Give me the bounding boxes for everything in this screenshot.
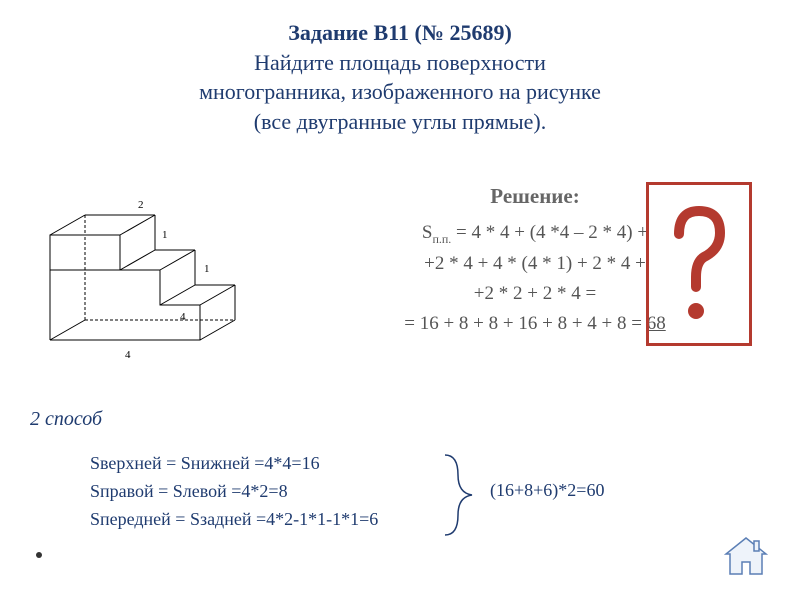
method2-calculations: Sверхней = Sнижней =4*4=16 Sправой = Sле… [90, 450, 378, 534]
title-line4: (все двугранные углы прямые). [254, 109, 546, 134]
dim-front-step: 1 [204, 263, 210, 275]
method2-result: (16+8+6)*2=60 [490, 480, 604, 501]
method2-line3: Sпередней = Sзадней =4*2-1*1-1*1=6 [90, 506, 378, 534]
dim-top-height: 1 [162, 229, 168, 241]
dim-bottom-width: 4 [125, 349, 131, 361]
polyhedron-diagram: 2 1 1 4 4 [30, 190, 260, 370]
method2-line1: Sверхней = Sнижней =4*4=16 [90, 450, 378, 478]
home-icon[interactable] [722, 534, 770, 578]
question-mark-box [646, 182, 752, 346]
title-block: Задание B11 (№ 25689) Найдите площадь по… [0, 0, 800, 147]
question-mark-icon [664, 199, 734, 329]
title-line2: Найдите площадь поверхности [254, 50, 546, 75]
dim-top-depth: 2 [138, 199, 144, 211]
bullet-dot [36, 552, 42, 558]
method2-line2: Sправой = Sлевой =4*2=8 [90, 478, 378, 506]
title-line3: многогранника, изображенного на рисунке [199, 79, 601, 104]
dim-right-side: 4 [180, 311, 186, 323]
task-number: Задание B11 (№ 25689) [288, 20, 512, 45]
curly-brace-icon [440, 450, 480, 540]
method2-label: 2 способ [30, 408, 102, 431]
